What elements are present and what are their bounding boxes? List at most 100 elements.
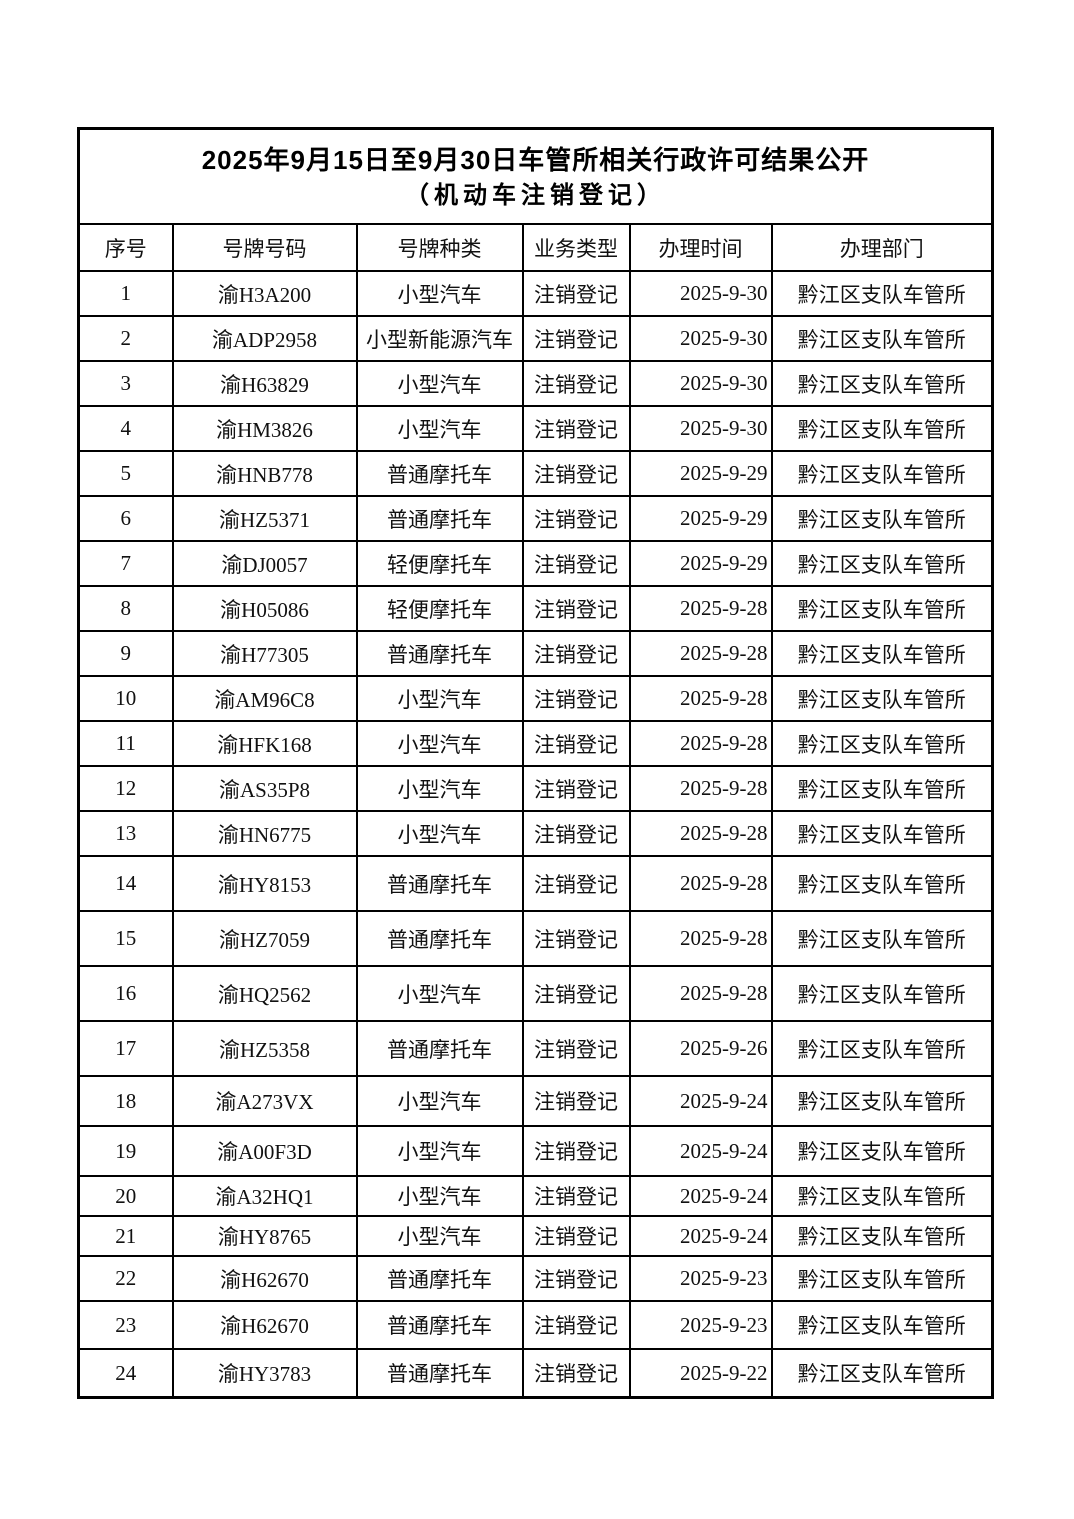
- cell-plate-type: 轻便摩托车: [355, 540, 524, 587]
- table-row: 3 渝H63829 小型汽车 注销登记 2025-9-30 黔江区支队车管所: [77, 360, 994, 407]
- cell-department: 黔江区支队车管所: [770, 270, 994, 317]
- header-process-date: 办理时间: [628, 223, 773, 272]
- cell-plate-type: 小型汽车: [355, 675, 524, 722]
- document-subtitle: （机动车注销登记）: [405, 181, 666, 209]
- cell-serial-number: 21: [77, 1215, 174, 1257]
- cell-serial-number: 13: [77, 810, 174, 857]
- table-row: 2 渝ADP2958 小型新能源汽车 注销登记 2025-9-30 黔江区支队车管所: [77, 315, 994, 362]
- cell-process-date: 2025-9-24: [628, 1175, 773, 1217]
- cell-process-date: 2025-9-29: [628, 540, 773, 587]
- table-row: 24 渝HY3783 普通摩托车 注销登记 2025-9-22 黔江区支队车管所: [77, 1348, 994, 1399]
- table-row: 9 渝H77305 普通摩托车 注销登记 2025-9-28 黔江区支队车管所: [77, 630, 994, 677]
- cell-business-type: 注销登记: [521, 765, 631, 812]
- cell-plate-number: 渝DJ0057: [171, 540, 358, 587]
- cell-process-date: 2025-9-28: [628, 630, 773, 677]
- cell-plate-number: 渝HY8153: [171, 855, 358, 912]
- cell-serial-number: 18: [77, 1075, 174, 1127]
- cell-serial-number: 2: [77, 315, 174, 362]
- header-plate-type: 号牌种类: [355, 223, 524, 272]
- table-row: 8 渝H05086 轻便摩托车 注销登记 2025-9-28 黔江区支队车管所: [77, 585, 994, 632]
- cell-process-date: 2025-9-30: [628, 270, 773, 317]
- cell-plate-type: 普通摩托车: [355, 450, 524, 497]
- cell-department: 黔江区支队车管所: [770, 675, 994, 722]
- cell-plate-number: 渝A00F3D: [171, 1125, 358, 1177]
- cell-department: 黔江区支队车管所: [770, 720, 994, 767]
- cell-business-type: 注销登记: [521, 495, 631, 542]
- cell-process-date: 2025-9-22: [628, 1348, 773, 1399]
- header-business-type: 业务类型: [521, 223, 631, 272]
- cell-plate-number: 渝H77305: [171, 630, 358, 677]
- cell-serial-number: 12: [77, 765, 174, 812]
- cell-process-date: 2025-9-24: [628, 1075, 773, 1127]
- cell-business-type: 注销登记: [521, 1075, 631, 1127]
- cell-serial-number: 23: [77, 1300, 174, 1350]
- cell-process-date: 2025-9-29: [628, 450, 773, 497]
- cell-plate-number: 渝H62670: [171, 1300, 358, 1350]
- cell-plate-type: 小型汽车: [355, 270, 524, 317]
- cell-plate-type: 普通摩托车: [355, 910, 524, 967]
- document-title: 2025年9月15日至9月30日车管所相关行政许可结果公开: [201, 144, 870, 175]
- table-row: 1 渝H3A200 小型汽车 注销登记 2025-9-30 黔江区支队车管所: [77, 270, 994, 317]
- cell-plate-type: 小型汽车: [355, 360, 524, 407]
- cell-plate-number: 渝A273VX: [171, 1075, 358, 1127]
- cell-business-type: 注销登记: [521, 675, 631, 722]
- cell-plate-number: 渝HM3826: [171, 405, 358, 452]
- cell-plate-type: 轻便摩托车: [355, 585, 524, 632]
- cell-process-date: 2025-9-24: [628, 1125, 773, 1177]
- table-row: 11 渝HFK168 小型汽车 注销登记 2025-9-28 黔江区支队车管所: [77, 720, 994, 767]
- cell-serial-number: 6: [77, 495, 174, 542]
- cell-process-date: 2025-9-28: [628, 965, 773, 1022]
- table-row: 19 渝A00F3D 小型汽车 注销登记 2025-9-24 黔江区支队车管所: [77, 1125, 994, 1177]
- cell-department: 黔江区支队车管所: [770, 495, 994, 542]
- cell-process-date: 2025-9-29: [628, 495, 773, 542]
- table-row: 14 渝HY8153 普通摩托车 注销登记 2025-9-28 黔江区支队车管所: [77, 855, 994, 912]
- cell-plate-number: 渝H63829: [171, 360, 358, 407]
- table-title-row: 2025年9月15日至9月30日车管所相关行政许可结果公开 （机动车注销登记）: [77, 127, 994, 225]
- cell-plate-number: 渝H62670: [171, 1255, 358, 1302]
- cell-department: 黔江区支队车管所: [770, 1020, 994, 1077]
- table-row: 23 渝H62670 普通摩托车 注销登记 2025-9-23 黔江区支队车管所: [77, 1300, 994, 1350]
- table-row: 22 渝H62670 普通摩托车 注销登记 2025-9-23 黔江区支队车管所: [77, 1255, 994, 1302]
- table-title-cell: 2025年9月15日至9月30日车管所相关行政许可结果公开 （机动车注销登记）: [77, 127, 994, 225]
- cell-serial-number: 19: [77, 1125, 174, 1177]
- cell-department: 黔江区支队车管所: [770, 765, 994, 812]
- cell-plate-number: 渝HY3783: [171, 1348, 358, 1399]
- table-row: 18 渝A273VX 小型汽车 注销登记 2025-9-24 黔江区支队车管所: [77, 1075, 994, 1127]
- cell-plate-type: 普通摩托车: [355, 1300, 524, 1350]
- cell-plate-type: 普通摩托车: [355, 855, 524, 912]
- table-row: 17 渝HZ5358 普通摩托车 注销登记 2025-9-26 黔江区支队车管所: [77, 1020, 994, 1077]
- cell-plate-type: 小型汽车: [355, 965, 524, 1022]
- table-body: 1 渝H3A200 小型汽车 注销登记 2025-9-30 黔江区支队车管所 2 渝ADP29…: [77, 270, 994, 1399]
- cell-process-date: 2025-9-26: [628, 1020, 773, 1077]
- cell-plate-number: 渝A32HQ1: [171, 1175, 358, 1217]
- cell-plate-number: 渝HQ2562: [171, 965, 358, 1022]
- cell-serial-number: 17: [77, 1020, 174, 1077]
- cell-department: 黔江区支队车管所: [770, 315, 994, 362]
- table-row: 6 渝HZ5371 普通摩托车 注销登记 2025-9-29 黔江区支队车管所: [77, 495, 994, 542]
- cell-serial-number: 24: [77, 1348, 174, 1399]
- cell-process-date: 2025-9-28: [628, 810, 773, 857]
- cell-serial-number: 5: [77, 450, 174, 497]
- cell-department: 黔江区支队车管所: [770, 1348, 994, 1399]
- table-row: 15 渝HZ7059 普通摩托车 注销登记 2025-9-28 黔江区支队车管所: [77, 910, 994, 967]
- cell-plate-number: 渝AS35P8: [171, 765, 358, 812]
- cell-plate-number: 渝HFK168: [171, 720, 358, 767]
- cell-business-type: 注销登记: [521, 910, 631, 967]
- cell-business-type: 注销登记: [521, 1125, 631, 1177]
- cell-plate-type: 普通摩托车: [355, 495, 524, 542]
- cell-serial-number: 20: [77, 1175, 174, 1217]
- cell-department: 黔江区支队车管所: [770, 1125, 994, 1177]
- cell-plate-number: 渝AM96C8: [171, 675, 358, 722]
- cell-plate-type: 小型汽车: [355, 1075, 524, 1127]
- cell-serial-number: 14: [77, 855, 174, 912]
- cell-serial-number: 11: [77, 720, 174, 767]
- cell-department: 黔江区支队车管所: [770, 855, 994, 912]
- cell-process-date: 2025-9-24: [628, 1215, 773, 1257]
- cell-process-date: 2025-9-30: [628, 405, 773, 452]
- table-header-row: 序号 号牌号码 号牌种类 业务类型 办理时间 办理部门: [77, 223, 994, 272]
- cell-plate-type: 普通摩托车: [355, 630, 524, 677]
- table-row: 20 渝A32HQ1 小型汽车 注销登记 2025-9-24 黔江区支队车管所: [77, 1175, 994, 1217]
- cell-department: 黔江区支队车管所: [770, 965, 994, 1022]
- cell-business-type: 注销登记: [521, 810, 631, 857]
